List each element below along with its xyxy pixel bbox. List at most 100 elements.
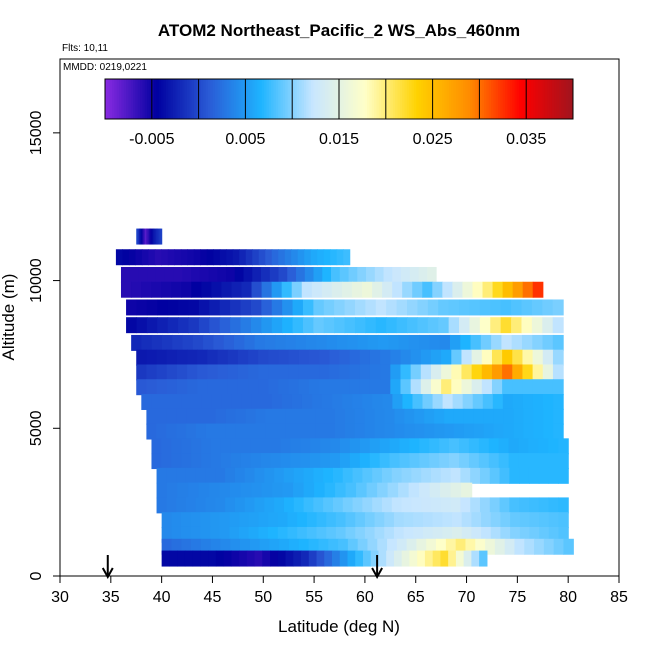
colorbar-swatch <box>467 79 471 119</box>
heatmap-cell <box>188 317 200 334</box>
heatmap-cell <box>451 349 463 366</box>
heatmap-cell <box>396 538 408 555</box>
heatmap-cell <box>539 526 550 543</box>
heatmap-cell <box>370 550 380 567</box>
heatmap-cell <box>291 281 303 298</box>
heatmap-cell <box>151 228 154 245</box>
heatmap-cell <box>543 394 554 410</box>
heatmap-cell <box>298 379 310 396</box>
heatmap-cell <box>167 299 179 316</box>
heatmap-cell <box>250 317 262 334</box>
heatmap-cell <box>199 266 210 283</box>
colorbar-swatch <box>123 79 127 119</box>
heatmap-cell <box>462 281 474 298</box>
heatmap-cell <box>191 453 202 470</box>
colorbar-swatch <box>353 79 356 119</box>
heatmap-cell <box>377 538 388 555</box>
heatmap-cell <box>219 249 227 266</box>
heatmap-cell <box>365 299 377 316</box>
heatmap-cell <box>403 512 414 529</box>
colorbar-swatch <box>346 79 349 119</box>
heatmap-cell <box>531 299 543 316</box>
heatmap-cell <box>362 467 373 484</box>
heatmap-cell <box>315 408 326 425</box>
heatmap-cell <box>141 394 152 410</box>
heatmap-cell <box>156 423 167 440</box>
heatmap-cell <box>271 394 283 410</box>
colorbar-swatch <box>189 79 193 119</box>
heatmap-cell <box>455 550 465 567</box>
heatmap-cell <box>354 423 366 440</box>
colorbar-swatch <box>261 79 265 119</box>
heatmap-cell <box>115 249 123 266</box>
heatmap-cell <box>148 249 156 266</box>
heatmap-cell <box>279 538 290 555</box>
heatmap-cell <box>529 512 540 529</box>
heatmap-cell <box>417 317 429 334</box>
colorbar-swatch <box>374 79 377 119</box>
colorbar-swatch <box>144 79 148 119</box>
heatmap-cell <box>382 281 393 298</box>
heatmap-cell <box>171 538 182 555</box>
heatmap-cell <box>328 538 339 555</box>
colorbar-swatch <box>523 79 527 119</box>
heatmap-cell <box>271 249 279 266</box>
heatmap-cell <box>357 538 369 555</box>
colorbar-swatch <box>540 79 544 119</box>
heatmap-cell <box>359 379 371 396</box>
heatmap-cell <box>377 334 389 351</box>
heatmap-cell <box>420 349 432 366</box>
colorbar-swatch <box>570 79 574 119</box>
heatmap-cell <box>128 249 136 266</box>
heatmap-cell <box>181 281 192 298</box>
heatmap-cell <box>401 467 412 484</box>
heatmap-cell <box>558 526 569 543</box>
heatmap-cell <box>241 281 253 298</box>
heatmap-cell <box>207 349 219 366</box>
heatmap-cell <box>225 423 237 440</box>
heatmap-cell <box>298 538 310 555</box>
heatmap-cell <box>378 550 387 567</box>
heatmap-cell <box>388 334 400 351</box>
chart-title: ATOM2 Northeast_Pacific_2 WS_Abs_460nm <box>158 21 520 40</box>
heatmap-cell <box>334 423 346 440</box>
heatmap-cell <box>270 438 282 455</box>
heatmap-cell <box>508 453 520 470</box>
heatmap-cell <box>461 526 472 543</box>
heatmap-cell <box>136 299 148 316</box>
heatmap-cell <box>396 317 408 334</box>
heatmap-cell <box>251 394 263 410</box>
heatmap-cell <box>369 379 381 396</box>
heatmap-cell <box>261 281 273 298</box>
heatmap-cell <box>502 394 514 410</box>
heatmap-cell <box>245 423 257 440</box>
heatmap-cell <box>239 512 250 529</box>
heatmap-cell <box>316 512 327 529</box>
heatmap-cell <box>201 453 212 470</box>
heatmap-cell <box>151 281 162 298</box>
heatmap-cell <box>258 512 269 529</box>
heatmap-cell <box>161 526 172 543</box>
heatmap-cell <box>414 423 425 440</box>
heatmap-cell <box>225 467 236 484</box>
heatmap-cell <box>336 249 344 266</box>
heatmap-cell <box>374 526 385 543</box>
heatmap-cell <box>381 497 393 514</box>
heatmap-cell <box>171 512 182 529</box>
heatmap-cell <box>444 408 455 425</box>
heatmap-cell <box>225 408 237 425</box>
heatmap-cell <box>469 317 481 334</box>
colorbar-swatch <box>112 79 115 119</box>
heatmap-cell <box>217 349 229 366</box>
heatmap-cell <box>502 379 513 396</box>
heatmap-cell <box>241 394 253 410</box>
heatmap-cell <box>332 467 344 484</box>
heatmap-cell <box>332 497 344 514</box>
heatmap-cell <box>261 299 273 316</box>
heatmap-cell <box>215 467 226 484</box>
heatmap-cell <box>297 526 308 543</box>
heatmap-cell <box>190 512 201 529</box>
heatmap-cell <box>288 364 300 381</box>
heatmap-cell <box>390 379 402 396</box>
colorbar-swatch <box>399 79 403 119</box>
